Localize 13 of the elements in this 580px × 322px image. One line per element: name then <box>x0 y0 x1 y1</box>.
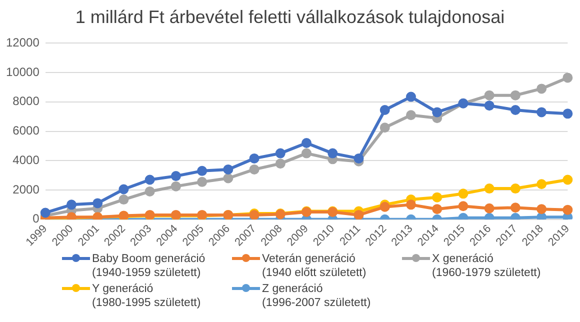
legend-label: Veterán generáció (1940 előtt született) <box>262 252 366 280</box>
chart-title: 1 millárd Ft árbevétel feletti vállalkozások tulajdonosai <box>74 6 506 29</box>
legend-label: Y generáció (1980-1995 született) <box>92 282 201 310</box>
y-tick-label: 12000 <box>6 36 40 50</box>
y-tick-label: 10000 <box>6 64 40 79</box>
y-tick-label: 2000 <box>12 182 40 196</box>
y-tick-label: 8000 <box>12 94 40 108</box>
y-tick-label: 0 <box>32 212 40 226</box>
legend-label: Z generáció (1996-2007 született) <box>262 282 371 310</box>
legend-label: Baby Boom generáció (1940-1959 született) <box>92 252 206 280</box>
y-tick-label: 6000 <box>12 124 40 138</box>
legend-label: X generáció (1960-1979 született) <box>432 252 541 280</box>
y-tick-label: 4000 <box>12 152 40 167</box>
